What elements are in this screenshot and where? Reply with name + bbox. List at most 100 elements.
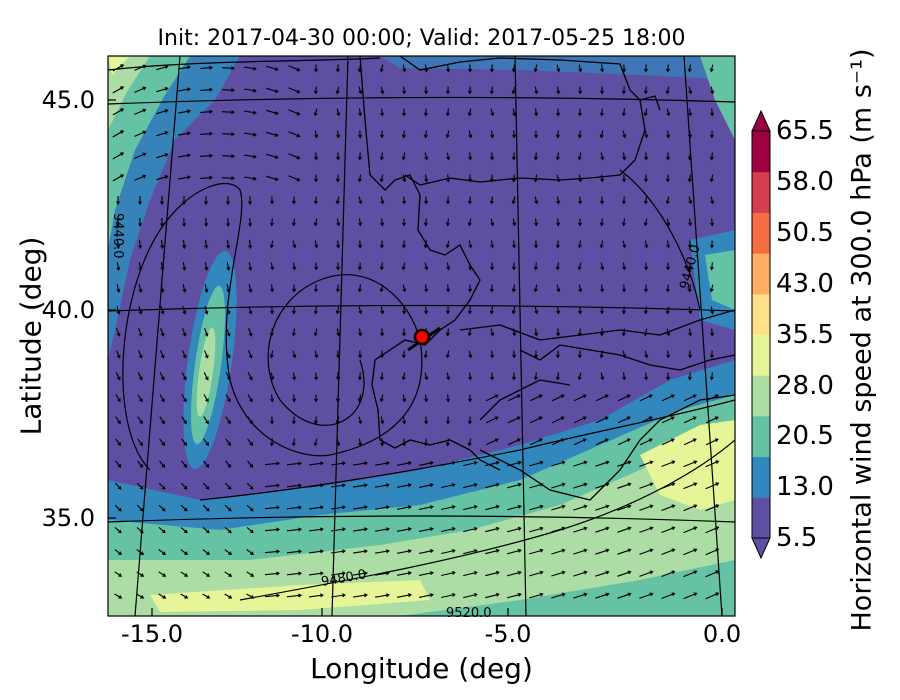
- wind-vector-head: [296, 133, 301, 138]
- wind-vector-head: [423, 442, 428, 447]
- wind-vector-head: [319, 483, 324, 488]
- wind-vector-head: [671, 526, 676, 531]
- wind-vector: [136, 482, 144, 490]
- wind-vector: [271, 394, 273, 402]
- wind-vector: [441, 527, 455, 533]
- wind-vector: [578, 174, 582, 182]
- wind-vector-head: [205, 420, 209, 425]
- wind-vector: [226, 306, 230, 314]
- wind-vector: [314, 108, 318, 116]
- wind-vector-head: [314, 266, 319, 271]
- wind-vector: [225, 438, 231, 446]
- wind-vector: [182, 306, 186, 314]
- wind-vector: [246, 482, 254, 490]
- wind-vector-head: [296, 67, 301, 72]
- wind-vector-head: [363, 505, 368, 510]
- wind-vector-head: [688, 112, 693, 117]
- wind-vector: [490, 108, 494, 116]
- wind-vector: [622, 240, 626, 248]
- wind-vector: [403, 350, 405, 358]
- wind-vector-head: [319, 593, 324, 598]
- wind-vector-head: [249, 398, 253, 403]
- wind-vector-head: [583, 592, 588, 597]
- wind-vector-head: [583, 482, 588, 487]
- wind-vector-head: [446, 156, 451, 161]
- wind-vector-head: [269, 222, 274, 227]
- wind-vector-head: [160, 201, 164, 206]
- wind-vector: [507, 505, 521, 511]
- wind-vector-head: [186, 65, 191, 70]
- wind-vector-head: [583, 548, 588, 553]
- wind-vector: [353, 594, 367, 598]
- wind-vector-head: [341, 527, 346, 532]
- wind-vector-head: [276, 593, 281, 598]
- wind-vector: [248, 239, 252, 249]
- wind-vector-head: [379, 244, 384, 249]
- wind-vector: [286, 528, 302, 532]
- wind-vector: [617, 505, 631, 511]
- wind-vector: [490, 240, 494, 248]
- wind-vector: [181, 394, 187, 402]
- wind-vector-head: [160, 310, 165, 315]
- wind-vector-head: [451, 570, 456, 575]
- wind-vector: [639, 438, 653, 446]
- wind-vector: [507, 394, 521, 402]
- wind-vector: [661, 592, 675, 600]
- wind-vector-head: [666, 332, 671, 337]
- wind-vector-head: [599, 354, 604, 359]
- wind-vector: [529, 483, 543, 489]
- wind-vector: [380, 416, 384, 424]
- wind-vector-head: [710, 222, 715, 227]
- wind-vector: [314, 350, 318, 358]
- wind-vector-head: [358, 134, 363, 139]
- wind-vector: [315, 306, 317, 314]
- wind-vector-head: [248, 244, 253, 250]
- wind-vector: [156, 87, 168, 93]
- wind-vector-head: [424, 310, 429, 315]
- wind-vector-head: [666, 222, 671, 227]
- wind-vector: [403, 416, 405, 424]
- wind-vector-head: [402, 90, 407, 95]
- wind-vector: [314, 240, 318, 248]
- wind-vector: [199, 177, 213, 179]
- wind-vector-head: [666, 156, 671, 161]
- wind-vector: [375, 462, 389, 466]
- wind-vector: [314, 130, 318, 138]
- wind-vector: [136, 549, 144, 555]
- wind-vector-head: [539, 548, 544, 553]
- wind-vector-head: [296, 89, 301, 94]
- map-area: [108, 56, 735, 616]
- wind-vector: [225, 350, 231, 358]
- wind-vector: [667, 240, 669, 248]
- wind-vector: [136, 504, 144, 512]
- wind-vector: [381, 438, 383, 446]
- wind-vector-head: [605, 460, 610, 465]
- wind-vector-head: [577, 244, 582, 249]
- wind-vector-head: [186, 175, 191, 180]
- wind-vector: [358, 394, 362, 402]
- wind-vector-head: [160, 288, 165, 293]
- wind-vector: [115, 394, 121, 402]
- wind-vector: [573, 394, 587, 402]
- wind-vector: [418, 550, 434, 554]
- wind-vector: [617, 593, 631, 599]
- wind-vector: [203, 372, 209, 380]
- wind-vector: [181, 350, 187, 358]
- wind-vector-head: [336, 332, 341, 337]
- wind-vector: [204, 306, 208, 314]
- wind-vector-head: [649, 592, 654, 597]
- wind-vector-head: [582, 394, 587, 399]
- wind-vector-head: [621, 112, 626, 117]
- wind-vector: [270, 240, 274, 248]
- wind-vector-head: [205, 507, 210, 512]
- wind-vector: [247, 416, 253, 424]
- wind-vector-head: [710, 200, 715, 205]
- wind-vector-head: [270, 310, 275, 315]
- wind-vector-head: [401, 244, 406, 249]
- wind-vector: [112, 130, 124, 138]
- wind-vector-head: [341, 483, 346, 488]
- wind-vector-head: [297, 593, 303, 598]
- wind-vector: [137, 350, 143, 358]
- wind-vector: [137, 372, 143, 380]
- wind-vector-head: [379, 134, 384, 139]
